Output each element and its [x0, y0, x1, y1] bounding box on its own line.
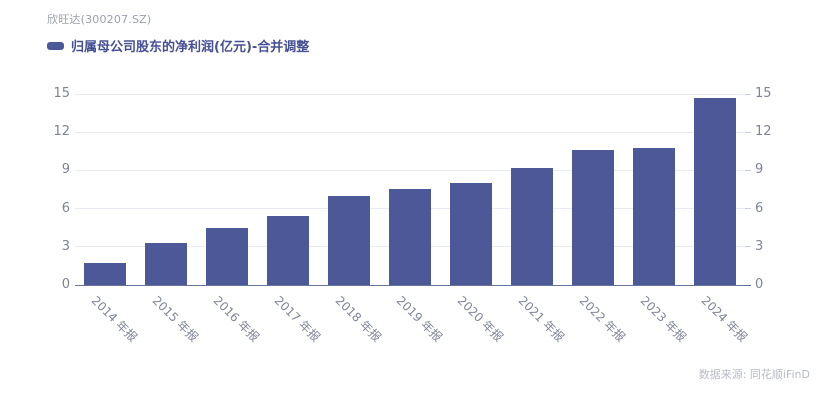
- legend-swatch-icon: [47, 41, 64, 50]
- y-axis-tick-mark: [745, 131, 751, 133]
- y-axis-tick-label-left: 9: [61, 162, 70, 178]
- y-axis-tick-label-left: 12: [53, 124, 70, 140]
- bar[interactable]: [328, 195, 371, 285]
- bar[interactable]: [449, 182, 492, 285]
- y-axis-tick-label-left: 0: [61, 277, 70, 292]
- y-axis-tick-label-right: 9: [755, 162, 764, 178]
- y-axis-tick-label-right: 15: [755, 86, 772, 101]
- x-axis-tick-label: 2020 年报: [454, 293, 506, 345]
- y-axis-tick-mark: [745, 93, 751, 95]
- x-axis-tick-label: 2017 年报: [271, 293, 324, 345]
- legend-item[interactable]: 归属母公司股东的净利润(亿元)-合并调整: [47, 36, 309, 55]
- y-axis-tick-label-right: 6: [755, 200, 764, 216]
- gridline: [75, 93, 745, 95]
- legend-label: 归属母公司股东的净利润(亿元)-合并调整: [71, 40, 310, 55]
- bar[interactable]: [389, 189, 431, 285]
- x-axis-tick-label: 2016 年报: [210, 293, 263, 345]
- y-axis-tick-mark: [745, 169, 751, 171]
- gridline: [75, 169, 745, 171]
- x-axis-tick-label: 2024 年报: [698, 293, 750, 345]
- y-axis-tick-label-right: 0: [755, 277, 764, 292]
- x-axis-tick-label: 2019 年报: [393, 293, 445, 345]
- y-axis-tick-label-left: 6: [61, 200, 70, 216]
- bar[interactable]: [84, 263, 127, 285]
- bar[interactable]: [632, 147, 675, 285]
- y-axis-tick-label-right: 12: [755, 124, 772, 140]
- x-axis-tick-label: 2015 年报: [150, 293, 202, 345]
- bar[interactable]: [571, 149, 614, 285]
- x-axis-tick-label: 2023 年报: [637, 293, 689, 345]
- bar[interactable]: [267, 216, 310, 285]
- bar[interactable]: [693, 98, 736, 285]
- y-axis-tick-mark: [745, 208, 751, 210]
- x-axis-tick-label: 2014 年报: [89, 293, 141, 345]
- y-axis-tick-label-left: 15: [53, 86, 70, 101]
- x-axis-tick-label: 2021 年报: [515, 293, 567, 345]
- x-axis-line: [75, 285, 751, 286]
- bar[interactable]: [145, 243, 188, 285]
- bar[interactable]: [206, 227, 249, 285]
- data-source-note: 数据来源: 同花顺iFinD: [698, 368, 810, 381]
- x-axis-tick-label: 2018 年报: [332, 293, 384, 345]
- x-axis-tick-label: 2022 年报: [576, 293, 628, 345]
- chart-title: 欣旺达(300207.SZ): [47, 13, 152, 26]
- y-axis-tick-mark: [745, 246, 751, 248]
- gridline: [75, 131, 745, 133]
- y-axis-tick-label-left: 3: [61, 238, 70, 254]
- bar[interactable]: [510, 168, 553, 285]
- y-axis-tick-label-right: 3: [755, 238, 764, 254]
